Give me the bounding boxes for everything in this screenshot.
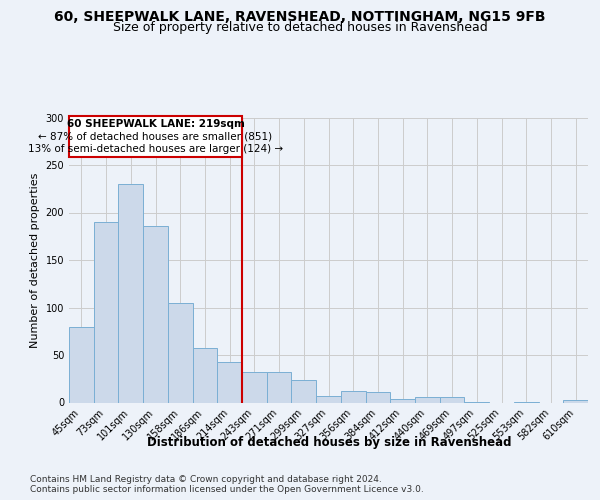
Bar: [168, 302, 193, 402]
Bar: [94, 222, 118, 402]
Bar: [292, 380, 316, 402]
Bar: [193, 348, 217, 403]
Text: Contains public sector information licensed under the Open Government Licence v3: Contains public sector information licen…: [30, 486, 424, 494]
Text: 60 SHEEPWALK LANE: 219sqm: 60 SHEEPWALK LANE: 219sqm: [67, 119, 244, 129]
Text: Distribution of detached houses by size in Ravenshead: Distribution of detached houses by size …: [146, 436, 511, 449]
Bar: [143, 226, 168, 402]
Bar: [69, 328, 94, 402]
Bar: [440, 397, 464, 402]
Bar: [118, 184, 143, 402]
Bar: [415, 397, 440, 402]
Bar: [365, 392, 390, 402]
Bar: [217, 362, 242, 403]
Bar: [563, 400, 588, 402]
Bar: [242, 372, 267, 402]
Text: Contains HM Land Registry data © Crown copyright and database right 2024.: Contains HM Land Registry data © Crown c…: [30, 474, 382, 484]
Bar: [316, 396, 341, 402]
Text: 60, SHEEPWALK LANE, RAVENSHEAD, NOTTINGHAM, NG15 9FB: 60, SHEEPWALK LANE, RAVENSHEAD, NOTTINGH…: [54, 10, 546, 24]
Text: 13% of semi-detached houses are larger (124) →: 13% of semi-detached houses are larger (…: [28, 144, 283, 154]
Bar: [341, 391, 365, 402]
Y-axis label: Number of detached properties: Number of detached properties: [30, 172, 40, 348]
Text: ← 87% of detached houses are smaller (851): ← 87% of detached houses are smaller (85…: [38, 132, 272, 141]
Text: Size of property relative to detached houses in Ravenshead: Size of property relative to detached ho…: [113, 22, 487, 35]
Bar: [267, 372, 292, 402]
Bar: [390, 398, 415, 402]
